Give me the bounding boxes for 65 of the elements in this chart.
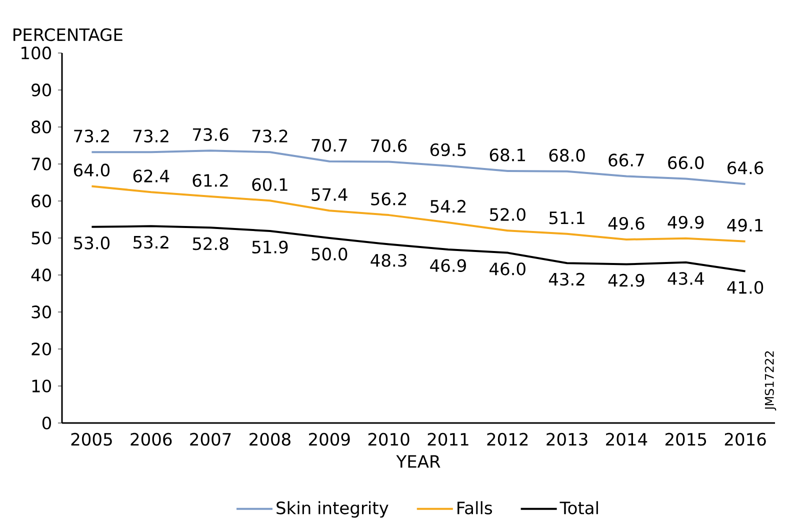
data-label: 49.6 <box>608 216 644 230</box>
y-tick-label: 10 <box>32 380 52 392</box>
data-label: 46.9 <box>430 259 466 272</box>
data-label: 49.1 <box>727 218 763 232</box>
x-tick-label: 2011 <box>428 432 468 446</box>
legend-label: Total <box>560 501 598 514</box>
x-tick-label: 2010 <box>368 432 410 446</box>
data-label: 50.0 <box>312 248 348 261</box>
data-label: 73.2 <box>134 130 168 142</box>
data-label: 53.0 <box>74 236 110 250</box>
data-label: 53.2 <box>134 236 168 249</box>
data-label: 60.1 <box>252 178 288 191</box>
x-tick-label: 2007 <box>190 432 231 446</box>
data-label: 48.3 <box>370 254 406 267</box>
data-label: 42.9 <box>608 274 644 287</box>
data-label: 57.4 <box>312 188 348 201</box>
y-tick-label: 90 <box>32 84 52 96</box>
data-label: 52.8 <box>192 237 228 250</box>
data-label: 64.6 <box>728 161 764 174</box>
data-label: 68.0 <box>549 148 585 162</box>
data-label: 69.5 <box>430 143 466 156</box>
y-axis-title: PERCENTAGE <box>14 28 122 42</box>
y-tick-label: 20 <box>32 342 52 356</box>
legend-label: Falls <box>458 501 492 514</box>
data-label: 54.2 <box>430 200 466 213</box>
x-tick-label: 2005 <box>71 432 112 446</box>
data-label: 56.2 <box>371 192 406 206</box>
data-label: 41.0 <box>727 280 764 294</box>
data-label: 51.1 <box>549 212 584 224</box>
legend-label: Skin integrity <box>276 501 388 518</box>
data-label: 73.2 <box>252 130 288 142</box>
y-tick-label: 80 <box>32 120 52 134</box>
data-label: 73.6 <box>193 128 228 142</box>
data-label: 62.4 <box>133 170 170 182</box>
data-label: 61.2 <box>192 174 228 187</box>
data-label: 51.9 <box>252 240 288 254</box>
data-label: 66.0 <box>668 156 704 170</box>
data-label: 68.1 <box>490 148 525 162</box>
data-label: 43.4 <box>668 272 704 285</box>
y-tick-label: 30 <box>32 306 52 318</box>
data-label: 49.9 <box>668 216 704 229</box>
y-tick-label: 50 <box>32 232 52 244</box>
data-label: 73.2 <box>74 130 109 142</box>
data-label: 70.6 <box>371 139 407 152</box>
y-tick-label: 40 <box>31 268 52 282</box>
y-tick-label: 100 <box>22 46 51 60</box>
data-label: 64.0 <box>74 164 110 177</box>
x-tick-label: 2012 <box>487 432 528 446</box>
data-label: 43.2 <box>548 272 584 286</box>
data-label: 52.0 <box>490 208 526 221</box>
x-tick-label: 2016 <box>724 432 766 446</box>
x-tick-label: 2015 <box>666 432 706 446</box>
x-tick-label: 2006 <box>130 432 172 446</box>
x-tick-label: 2008 <box>250 432 290 446</box>
y-tick-label: 60 <box>32 194 52 208</box>
y-tick-label: 0 <box>42 416 52 430</box>
x-axis-title: YEAR <box>396 455 440 468</box>
y-tick-label: 70 <box>32 158 52 170</box>
data-label: 66.7 <box>608 154 644 167</box>
data-label: 70.7 <box>312 138 347 152</box>
x-tick-label: 2013 <box>546 432 588 446</box>
data-label: 46.0 <box>490 262 526 276</box>
x-tick-label: 2009 <box>308 432 350 446</box>
annotation: JMS17222 <box>764 351 776 410</box>
x-tick-label: 2014 <box>606 432 648 446</box>
